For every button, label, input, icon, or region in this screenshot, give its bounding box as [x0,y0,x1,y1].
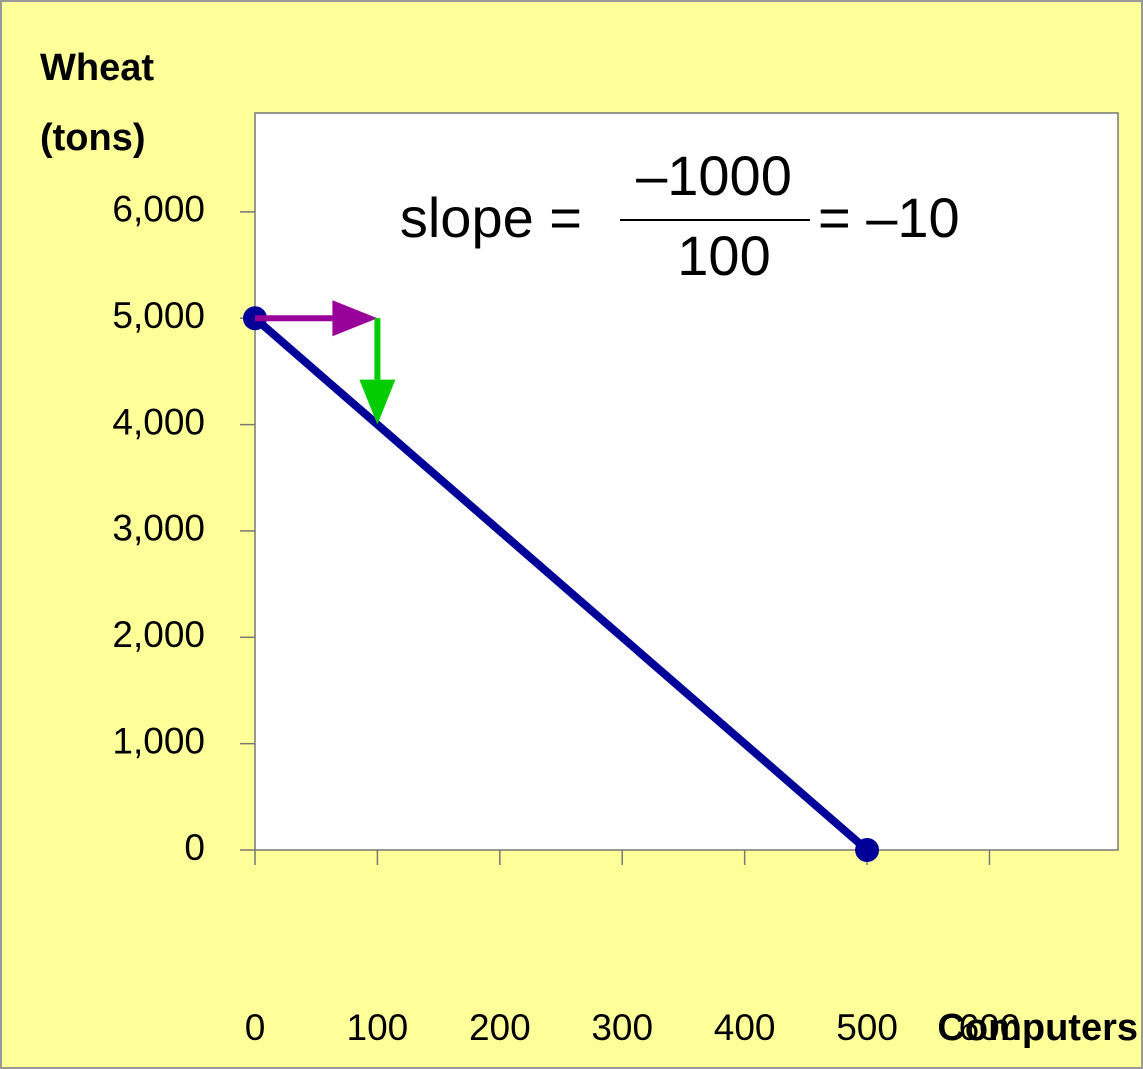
y-axis-label: Wheat [40,47,154,89]
point [855,838,880,862]
y-tick-label: 3,000 [112,508,205,549]
y-tick-label: 1,000 [112,720,205,761]
line [252,315,870,854]
x-tick-label: 500 [836,1007,898,1048]
slope-denominator: 100 [677,224,770,287]
x-tick-label: 400 [714,1007,776,1048]
y-tick-label: 4,000 [112,401,205,442]
y-tick-label: 5,000 [112,295,205,336]
x-tick-label: 300 [591,1007,653,1048]
slope-numerator: –1000 [636,144,792,207]
slope-result: = –10 [818,186,960,249]
slope-label: slope = [400,186,582,249]
y-tick-label: 2,000 [112,614,205,655]
arrow-head [332,300,378,337]
x-tick-label: 600 [959,1007,1021,1048]
x-tick-label: 200 [469,1007,531,1048]
x-tick-label: 0 [245,1007,266,1048]
x-tick-label: 100 [347,1007,409,1048]
x-axis-label: Computers [937,1007,1138,1049]
plot-area [254,112,1119,851]
y-axis-label: (tons) [40,117,146,159]
y-tick-label: 0 [184,827,205,868]
arrow-head [359,379,396,425]
y-tick-label: 6,000 [112,189,205,230]
